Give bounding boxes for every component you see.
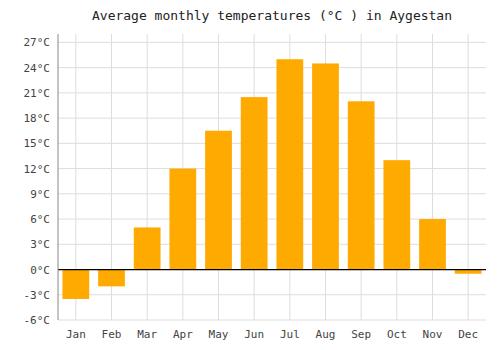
x-grid-line (468, 34, 469, 320)
chart-container: Average monthly temperatures (°C ) in Ay… (0, 0, 500, 350)
x-tick-label: Feb (102, 328, 122, 341)
y-tick-label: 18°C (24, 112, 51, 125)
bar (241, 97, 268, 269)
grid (58, 34, 486, 320)
y-tick-label: -6°C (24, 314, 51, 327)
zero-line (58, 269, 486, 270)
y-tick-label: 9°C (30, 188, 50, 201)
y-tick-label: -3°C (24, 289, 51, 302)
x-tick-label: Jun (244, 328, 264, 341)
y-grid-line (58, 269, 486, 270)
y-grid-line (58, 193, 486, 194)
x-grid-line (432, 34, 433, 320)
bar (312, 63, 339, 269)
y-grid-line (58, 143, 486, 144)
x-tick-label: Aug (316, 328, 336, 341)
y-tick-label: 27°C (24, 36, 51, 49)
y-grid-line (58, 294, 486, 295)
y-grid-line (58, 67, 486, 68)
y-tick-label: 15°C (24, 137, 51, 150)
bar (98, 270, 125, 287)
bar (348, 101, 375, 269)
y-tick-label: 6°C (30, 213, 50, 226)
x-tick-label: Nov (423, 328, 443, 341)
bar (169, 169, 196, 270)
y-axis-line (58, 34, 59, 320)
bar (455, 270, 482, 274)
x-tick-label: Jan (66, 328, 86, 341)
x-tick-label: May (209, 328, 229, 341)
bars (62, 59, 481, 299)
x-tick-label: Oct (387, 328, 407, 341)
y-grid-line (58, 320, 486, 321)
x-tick-label: Dec (458, 328, 478, 341)
bar (205, 131, 232, 270)
y-tick-label: 21°C (24, 87, 51, 100)
y-tick-label: 3°C (30, 238, 50, 251)
bar (419, 219, 446, 269)
chart-svg: Average monthly temperatures (°C ) in Ay… (0, 0, 500, 350)
bar (134, 227, 161, 269)
x-tick-label: Sep (351, 328, 371, 341)
y-tick-label: 0°C (30, 264, 50, 277)
x-tick-label: Mar (137, 328, 157, 341)
y-grid-line (58, 92, 486, 93)
title: Average monthly temperatures (°C ) in Ay… (92, 8, 452, 23)
y-grid-line (58, 118, 486, 119)
y-grid-line (58, 42, 486, 43)
bar (62, 270, 89, 299)
y-tick-label: 12°C (24, 163, 51, 176)
bar (276, 59, 303, 269)
y-tick-label: 24°C (24, 62, 51, 75)
x-tick-label: Apr (173, 328, 193, 341)
y-grid-line (58, 168, 486, 169)
x-grid-line (147, 34, 148, 320)
bar (383, 160, 410, 269)
x-tick-label: Jul (280, 328, 300, 341)
